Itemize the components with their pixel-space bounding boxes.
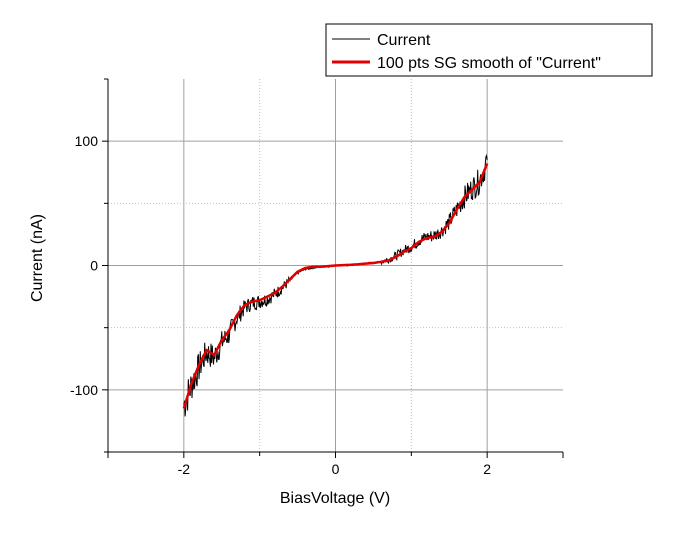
legend-label-smooth: 100 pts SG smooth of "Current" (377, 55, 601, 72)
y-tick-label: -100 (70, 382, 98, 398)
series-layer (182, 153, 489, 417)
x-tick-label: 0 (332, 461, 340, 477)
axes (102, 78, 564, 458)
series-smooth-line (182, 163, 489, 409)
legend-box (325, 23, 653, 77)
y-tick-label: 0 (90, 258, 98, 274)
tick-labels: -2 0 2 -100 0 100 (70, 133, 491, 477)
legend: Current 100 pts SG smooth of "Current" (325, 23, 653, 77)
x-tick-label: -2 (178, 461, 191, 477)
y-tick-label: 100 (75, 133, 99, 149)
x-tick-label: 2 (483, 461, 491, 477)
x-axis-title: BiasVoltage (V) (280, 490, 390, 507)
legend-label-current: Current (377, 32, 431, 49)
y-axis-title: Current (nA) (29, 214, 46, 302)
